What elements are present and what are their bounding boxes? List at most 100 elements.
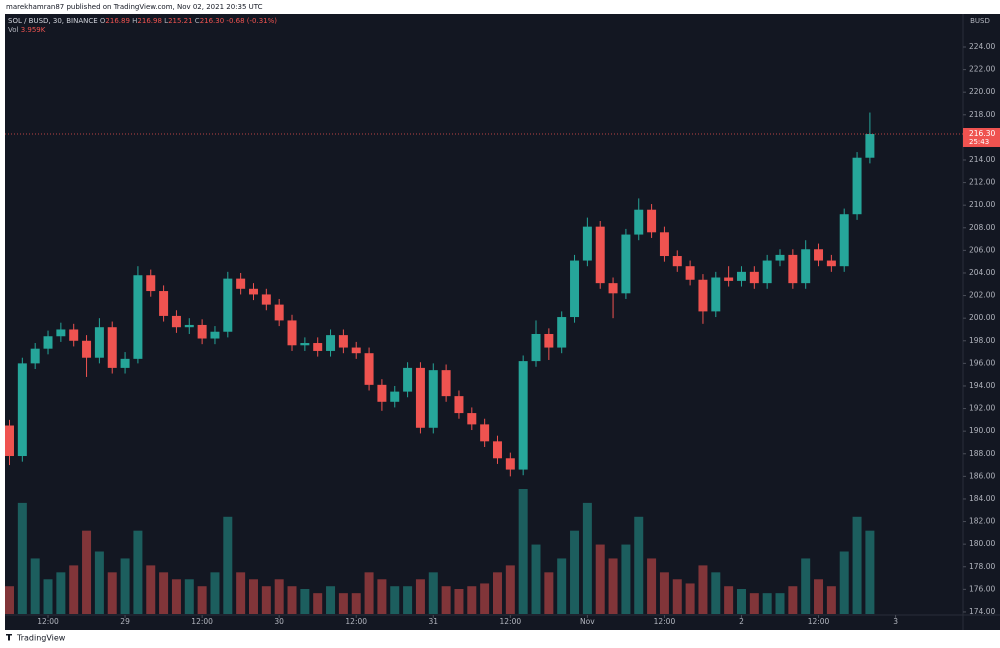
candle-body [30, 348, 40, 364]
y-tick-label: 214.00 [969, 155, 995, 164]
candle-body [351, 347, 361, 354]
y-tick-label: 208.00 [969, 223, 995, 232]
legend-key: H [132, 17, 137, 25]
countdown: 25:43 [969, 138, 989, 146]
y-tick-label: 200.00 [969, 313, 995, 322]
volume-bar [531, 544, 541, 614]
volume-bar [698, 565, 708, 614]
volume-bar [69, 565, 79, 614]
candle-body [223, 278, 233, 332]
x-tick-label: 31 [429, 617, 439, 626]
candle-body [608, 283, 618, 294]
candle-body [801, 249, 811, 284]
volume-bar [377, 579, 387, 614]
candle-body [17, 363, 27, 457]
candle-body [43, 336, 53, 349]
y-tick-label: 184.00 [969, 494, 995, 503]
volume-bar [428, 572, 438, 614]
y-tick-label: 178.00 [969, 562, 995, 571]
candle-body [197, 324, 207, 339]
candle-body [467, 413, 477, 425]
candle-body [582, 226, 592, 261]
candle-body [659, 232, 669, 257]
candle-body [146, 275, 156, 292]
y-tick-label: 192.00 [969, 404, 995, 413]
volume-bar [390, 586, 400, 614]
candle-body [133, 275, 143, 359]
y-tick-label: 210.00 [969, 200, 995, 209]
candle-body [236, 278, 246, 289]
volume-bar [839, 551, 849, 614]
volume-bar [801, 558, 811, 614]
y-tick-label: 180.00 [969, 539, 995, 548]
volume-bar [210, 572, 220, 614]
volume-bar [852, 516, 862, 614]
candle-body [326, 335, 336, 351]
candle-body [313, 343, 323, 351]
candle-body [338, 335, 348, 348]
attribution: marekhamran87 published on TradingView.c… [6, 3, 263, 11]
candle-body [814, 249, 824, 261]
candle-body [788, 254, 798, 284]
volume-bar [146, 565, 156, 614]
candle-body [839, 214, 849, 267]
volume-bar [338, 593, 348, 614]
legend-key: O [100, 17, 106, 25]
volume-bar [480, 583, 490, 614]
candle-body [595, 226, 605, 284]
candle-body [171, 315, 181, 328]
candle-body [762, 260, 772, 284]
y-tick-label: 212.00 [969, 178, 995, 187]
volume-bar [17, 502, 27, 614]
y-tick-label: 186.00 [969, 471, 995, 480]
candle-body [261, 294, 271, 305]
legend-key: L [164, 17, 168, 25]
volume-bar [56, 572, 66, 614]
candle-body [492, 441, 502, 459]
last-price-tag [963, 127, 1000, 147]
volume-bar [133, 530, 143, 614]
y-tick-label: 196.00 [969, 358, 995, 367]
volume-bar [364, 572, 374, 614]
y-tick-label: 188.00 [969, 449, 995, 458]
volume-bar [94, 551, 104, 614]
x-tick-label: 2 [739, 617, 744, 626]
volume-bar [159, 572, 169, 614]
candle-body [107, 327, 117, 368]
candle-body [672, 256, 682, 267]
candle-body [865, 133, 875, 158]
volume-bar [685, 583, 695, 614]
volume-bar [595, 544, 605, 614]
candle-body [826, 260, 836, 267]
candle-body [5, 425, 14, 457]
volume-bar [659, 572, 669, 614]
volume-bar [749, 593, 759, 614]
candle-body [531, 333, 541, 362]
candle-body [82, 340, 92, 358]
volume-bar [274, 579, 284, 614]
volume-bar [300, 589, 310, 614]
volume-bar [518, 489, 528, 614]
volume-bar [120, 558, 130, 614]
legend-line: SOL / BUSD, 30, BINANCE O216.89 H216.98 … [8, 17, 277, 25]
candle-body [724, 277, 734, 281]
volume-bar [351, 593, 361, 614]
legend-change: -0.68 (-0.31%) [226, 17, 277, 25]
volume-bar [582, 502, 592, 614]
candle-body [56, 329, 66, 337]
volume-bar [313, 593, 323, 614]
candle-body [685, 266, 695, 280]
volume-bar [826, 586, 836, 614]
candle-body [403, 367, 413, 392]
y-tick-label: 190.00 [969, 426, 995, 435]
volume-bar [184, 579, 194, 614]
volume-bar [762, 593, 772, 614]
volume-bar [647, 558, 657, 614]
legend-volume-value: 3.959K [21, 26, 46, 34]
candle-body [775, 254, 785, 261]
y-tick-label: 204.00 [969, 268, 995, 277]
volume-bar [672, 579, 682, 614]
currency-label: BUSD [970, 17, 990, 25]
y-tick-label: 182.00 [969, 517, 995, 526]
